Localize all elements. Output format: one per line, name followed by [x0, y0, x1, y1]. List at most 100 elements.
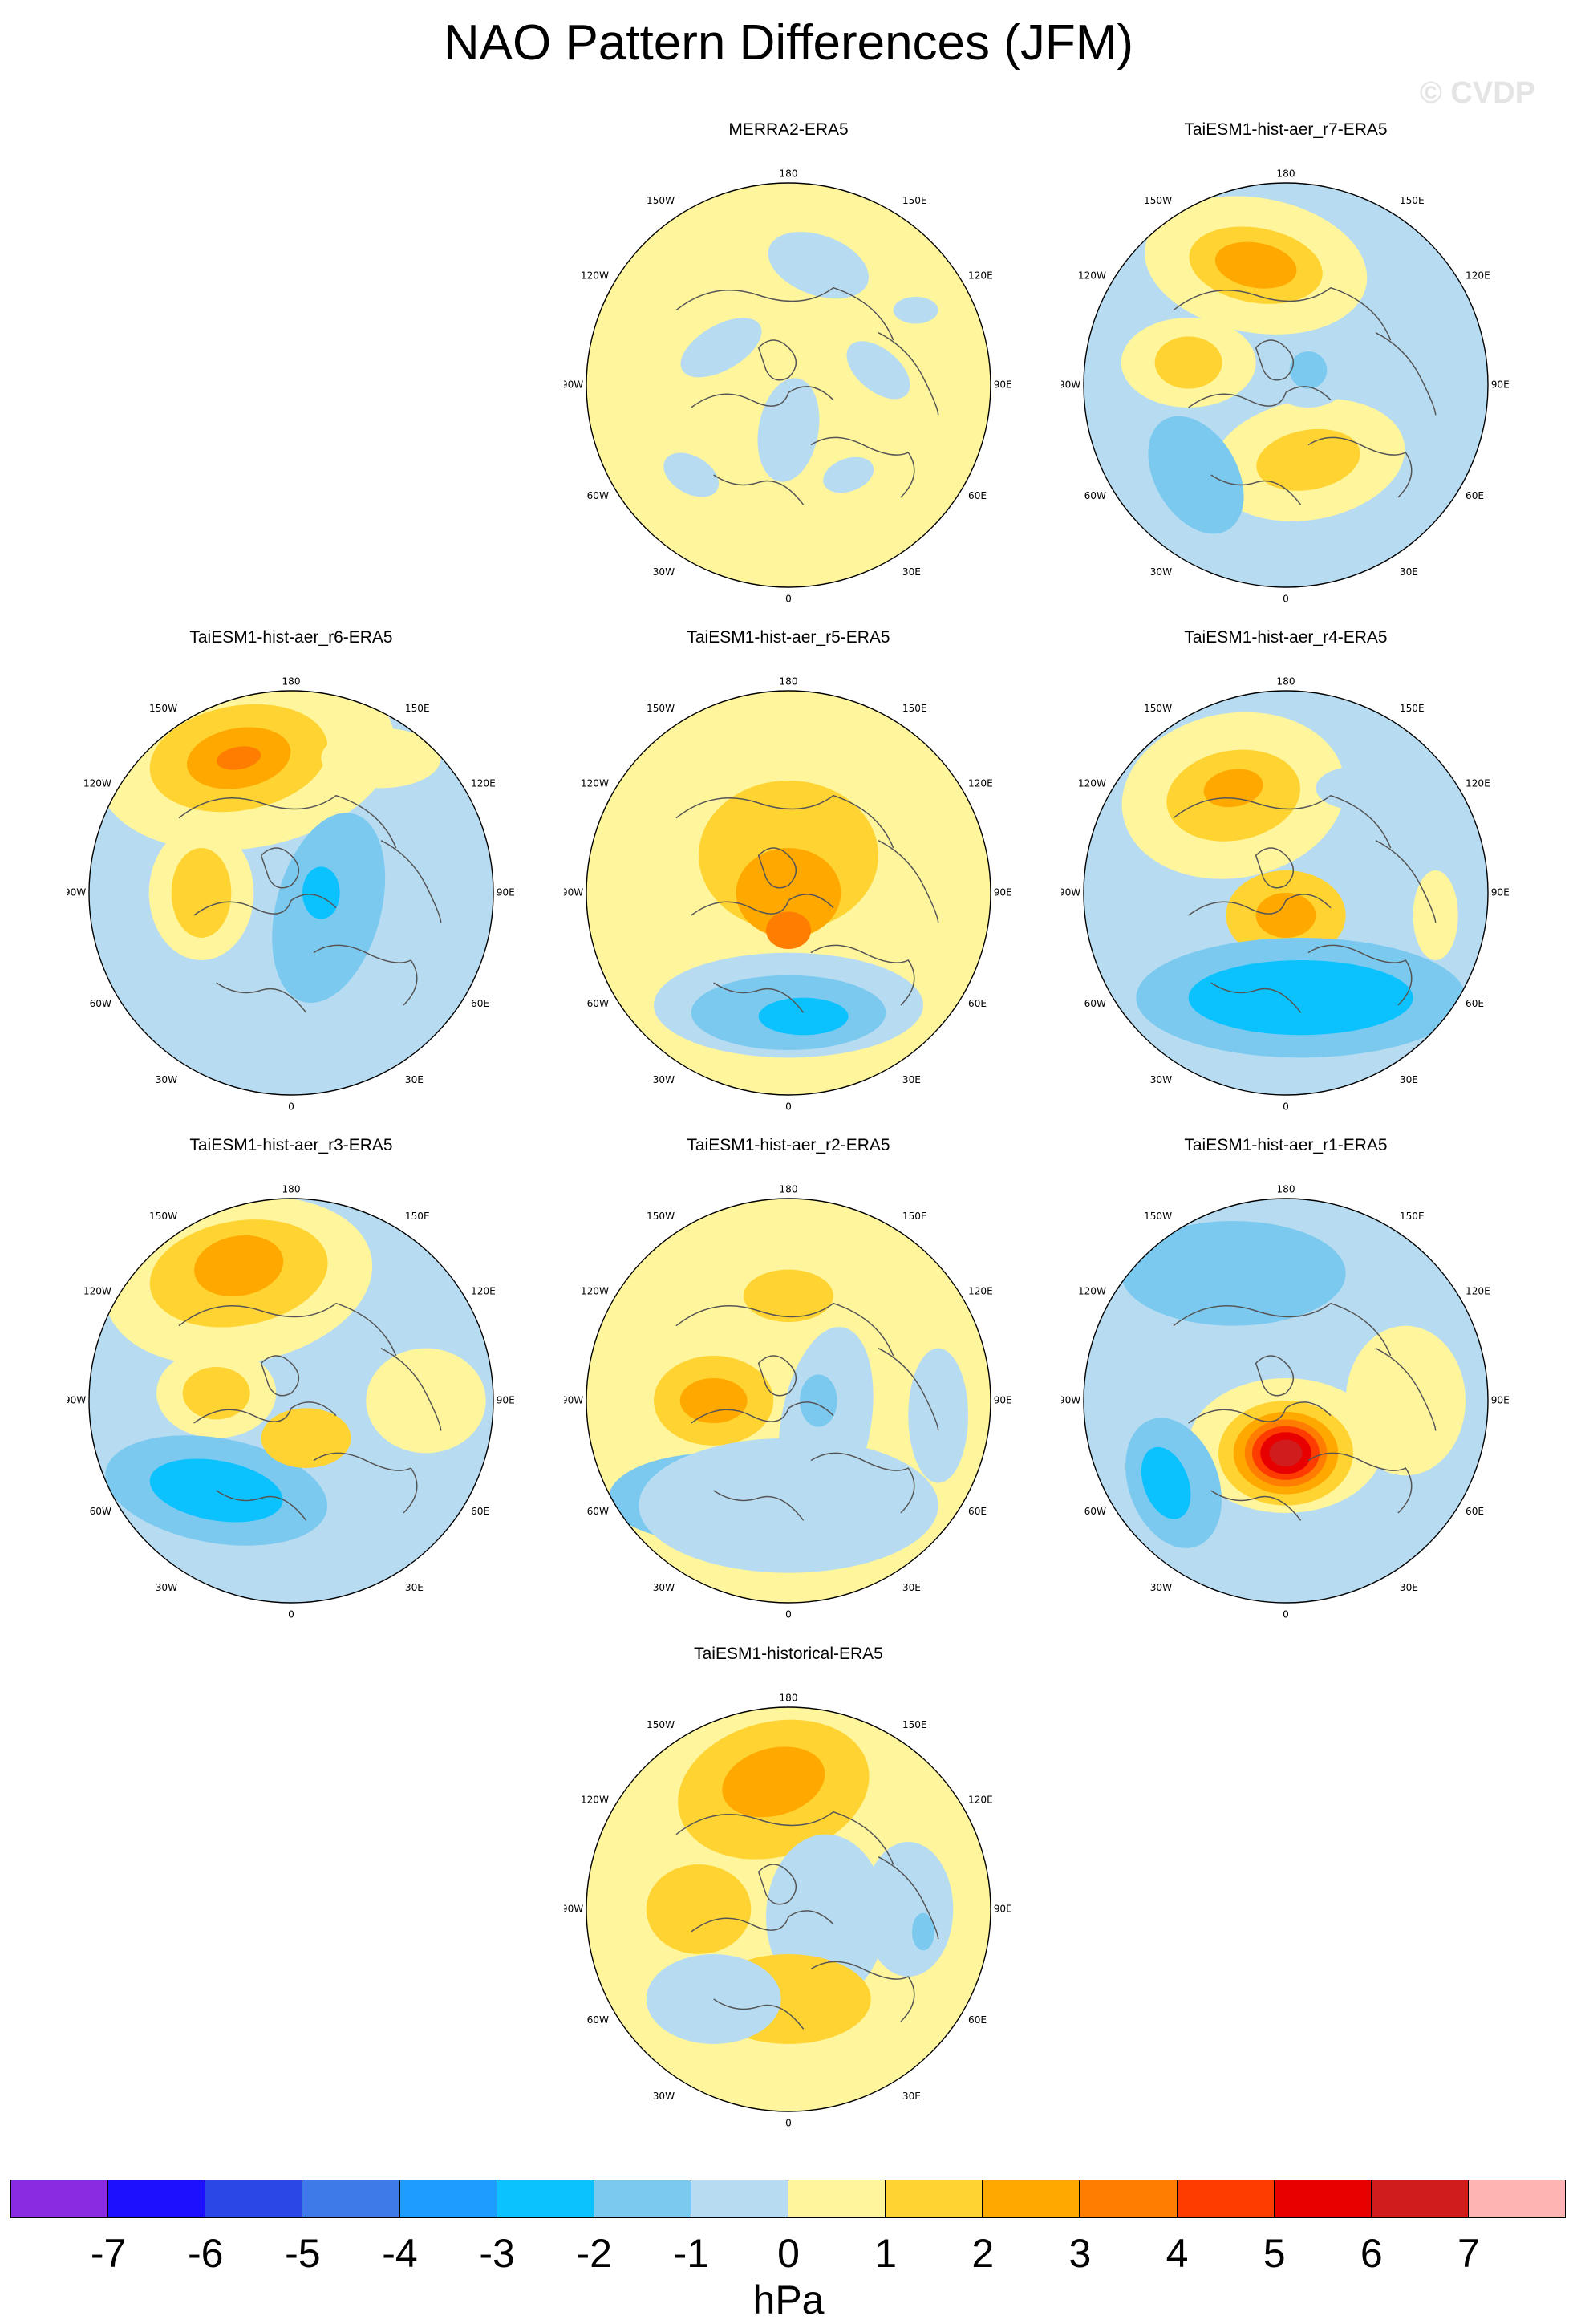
longitude-label: 30E: [1400, 1074, 1418, 1085]
map-border: [88, 690, 494, 1096]
contour-region: [1188, 960, 1413, 1036]
contour-region: [1121, 1221, 1346, 1326]
map-panel: TaiESM1-historical-ERA5 180 0 150W 150E 120W 1…: [564, 1645, 1013, 2142]
contour-region: [680, 318, 762, 378]
contour-region: [800, 1374, 837, 1427]
colorbar-segment: [1176, 2180, 1275, 2218]
contour-region: [736, 848, 841, 938]
map-border: [586, 182, 991, 588]
longitude-label: 180: [779, 1184, 797, 1195]
longitude-label: 120E: [968, 1285, 993, 1296]
coastline: [380, 839, 442, 923]
longitude-label: 150W: [1144, 703, 1172, 714]
longitude-label: 150W: [1144, 195, 1172, 206]
coastline: [1173, 286, 1392, 341]
coastline: [691, 1401, 834, 1424]
map-border: [88, 1198, 494, 1604]
contour-region: [722, 1746, 825, 1818]
map-panel: TaiESM1-hist-aer_r1-ERA5 180 0 150W 150E 120W…: [1061, 1136, 1510, 1633]
longitude-label: 150E: [405, 703, 430, 714]
longitude-label: 60W: [587, 998, 609, 1009]
longitude-label: 0: [288, 1609, 294, 1620]
map-panel: TaiESM1-hist-aer_r7-ERA5 180 0 150W 150E 120W…: [1061, 120, 1510, 618]
longitude-label: 30E: [902, 566, 921, 578]
coastline: [216, 1490, 307, 1521]
longitude-label: 60E: [968, 998, 987, 1009]
longitude-label: 150W: [647, 1719, 675, 1730]
longitude-label: 180: [1276, 1184, 1295, 1195]
contour-region: [766, 911, 811, 949]
coastline: [380, 1347, 442, 1431]
contour-region: [1148, 416, 1244, 534]
contour-region: [863, 1842, 954, 1977]
longitude-label: 150E: [902, 703, 927, 714]
polar-map: 180 0 150W 150E 120W 120E 90W 90E 60W 60E 30W 30E: [67, 676, 515, 1113]
coastline: [313, 944, 418, 1006]
longitude-label: 60W: [1084, 998, 1106, 1009]
longitude-label: 120W: [1078, 270, 1106, 281]
panel-title: TaiESM1-hist-aer_r4-ERA5: [1184, 628, 1388, 647]
colorbar-segment: [1079, 2180, 1178, 2218]
colorbar-segment: [1370, 2180, 1469, 2218]
longitude-label: 90E: [1491, 379, 1510, 391]
longitude-label: 30W: [156, 1582, 177, 1593]
longitude-label: 120E: [1466, 270, 1490, 281]
longitude-label: 120W: [83, 1285, 111, 1296]
longitude-label: 90W: [1061, 887, 1080, 898]
contour-region: [1141, 1446, 1191, 1519]
coastline: [193, 1401, 337, 1424]
contour-region: [194, 1235, 284, 1297]
longitude-label: 90E: [994, 1904, 1012, 1915]
colorbar-tick-label: -4: [382, 2231, 418, 2276]
coastline: [810, 1961, 915, 2022]
coastline: [757, 1864, 797, 1905]
longitude-label: 60W: [587, 490, 609, 501]
longitude-label: 30E: [405, 1582, 424, 1593]
longitude-label: 150E: [405, 1211, 430, 1222]
longitude-label: 150E: [1400, 195, 1425, 206]
longitude-label: 30W: [1150, 566, 1172, 578]
colorbar-segment: [982, 2180, 1080, 2218]
coastline: [1173, 794, 1392, 849]
longitude-label: 120E: [1466, 1285, 1490, 1296]
longitude-label: 150W: [1144, 1211, 1172, 1222]
longitude-label: 30E: [405, 1074, 424, 1085]
colorbar-segment: [1273, 2180, 1372, 2218]
polar-map: 180 0 150W 150E 120W 120E 90W 90E 60W 60E 30W 30E: [1061, 168, 1510, 605]
contour-region: [1345, 1325, 1466, 1476]
coastline: [1307, 1452, 1413, 1514]
longitude-label: 60W: [90, 1506, 111, 1517]
coastline: [313, 1452, 418, 1514]
longitude-label: 90E: [1491, 887, 1510, 898]
longitude-label: 150E: [902, 195, 927, 206]
longitude-label: 30E: [902, 1074, 921, 1085]
contour-region: [302, 866, 340, 919]
colorbar-segment: [302, 2180, 400, 2218]
longitude-label: 150W: [647, 703, 675, 714]
longitude-label: 150W: [149, 703, 177, 714]
coastline: [757, 847, 797, 889]
longitude-label: 60E: [968, 1506, 987, 1517]
longitude-label: 120E: [968, 270, 993, 281]
coastline: [1188, 894, 1332, 916]
map-border: [586, 1706, 991, 2112]
contour-region: [768, 232, 870, 299]
coastline: [1307, 436, 1413, 498]
colorbar-tick-label: 4: [1166, 2231, 1189, 2276]
colorbar-tick-label: 6: [1360, 2231, 1383, 2276]
longitude-label: 90E: [497, 887, 515, 898]
longitude-label: 60E: [471, 1506, 489, 1517]
contour-region: [823, 456, 874, 493]
panel-title: TaiESM1-hist-aer_r6-ERA5: [189, 628, 393, 647]
longitude-label: 0: [288, 1101, 294, 1113]
coastline: [878, 331, 939, 416]
longitude-label: 60E: [1466, 490, 1484, 501]
longitude-label: 60E: [968, 490, 987, 501]
coastline: [1255, 847, 1295, 889]
longitude-label: 30E: [1400, 1582, 1418, 1593]
coastline: [757, 1355, 797, 1397]
colorbar-tick-label: -2: [576, 2231, 612, 2276]
colorbar-tick-label: 7: [1457, 2231, 1480, 2276]
contour-region: [646, 1954, 781, 2044]
coastline: [1307, 944, 1413, 1006]
